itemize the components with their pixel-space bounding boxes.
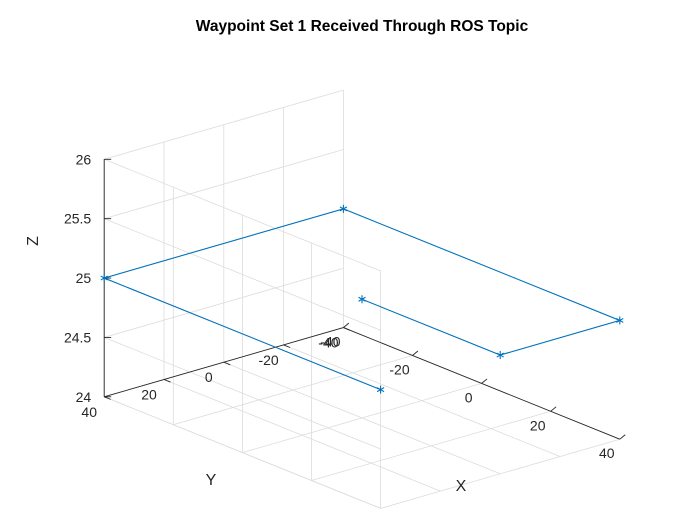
- waypoint-marker: [339, 204, 348, 213]
- z-tick-label: 24.5: [64, 329, 91, 345]
- z-tick-label: 26: [76, 151, 92, 167]
- y-tick-mark: [343, 327, 351, 331]
- waypoint-marker: [616, 316, 624, 325]
- x-tick-mark: [619, 434, 626, 440]
- back-wall-grid-z: [104, 149, 344, 220]
- y-axis-label: Y: [206, 472, 217, 489]
- waypoint-series: [100, 204, 624, 394]
- x-axis-line: [343, 327, 620, 440]
- x-tick-label: 40: [599, 445, 615, 461]
- floor-grid-y: [223, 361, 501, 475]
- y-tick-label: 20: [141, 387, 157, 403]
- back-wall-grid-z: [104, 89, 344, 160]
- back-wall-grid-z: [104, 267, 344, 338]
- waypoint-marker: [100, 274, 108, 283]
- chart-title: Waypoint Set 1 Received Through ROS Topi…: [196, 18, 529, 35]
- floor-grid-y: [163, 379, 441, 492]
- x-tick-label: 0: [465, 389, 473, 405]
- z-tick-label: 25: [76, 270, 92, 286]
- z-axis-label: Z: [25, 236, 42, 246]
- y-tick-label: -40: [318, 335, 338, 351]
- floor-grid-y: [283, 344, 561, 457]
- axes: [103, 158, 626, 440]
- y-axis-line: [104, 327, 344, 398]
- x-tick-mark: [343, 322, 350, 328]
- waypoint-marker: [358, 295, 366, 304]
- x-tick-mark: [481, 378, 488, 384]
- x-tick-mark: [412, 350, 419, 356]
- side-wall-grid-z: [104, 337, 381, 450]
- x-tick-mark: [550, 406, 557, 412]
- y-tick-label: 0: [205, 369, 213, 385]
- y-tick-mark: [283, 344, 291, 348]
- x-tick-label: 20: [530, 417, 546, 433]
- side-wall-grid-z: [104, 158, 381, 272]
- z-tick-label: 25.5: [64, 211, 91, 227]
- z-tick-label: 24: [76, 389, 92, 405]
- x-tick-label: -20: [389, 362, 409, 378]
- waypoint-path: [102, 208, 622, 391]
- y-tick-mark: [163, 379, 171, 383]
- y-tick-label: -20: [258, 352, 278, 368]
- waypoint-marker: [376, 385, 385, 394]
- x-tick-label: -40: [320, 334, 340, 350]
- side-wall-grid-z: [104, 396, 381, 509]
- side-wall-grid-z: [104, 218, 381, 331]
- y-tick-mark: [223, 361, 231, 366]
- x-axis-label: X: [456, 478, 467, 495]
- waypoint-marker: [496, 351, 504, 360]
- y-tick-label: 40: [81, 404, 97, 420]
